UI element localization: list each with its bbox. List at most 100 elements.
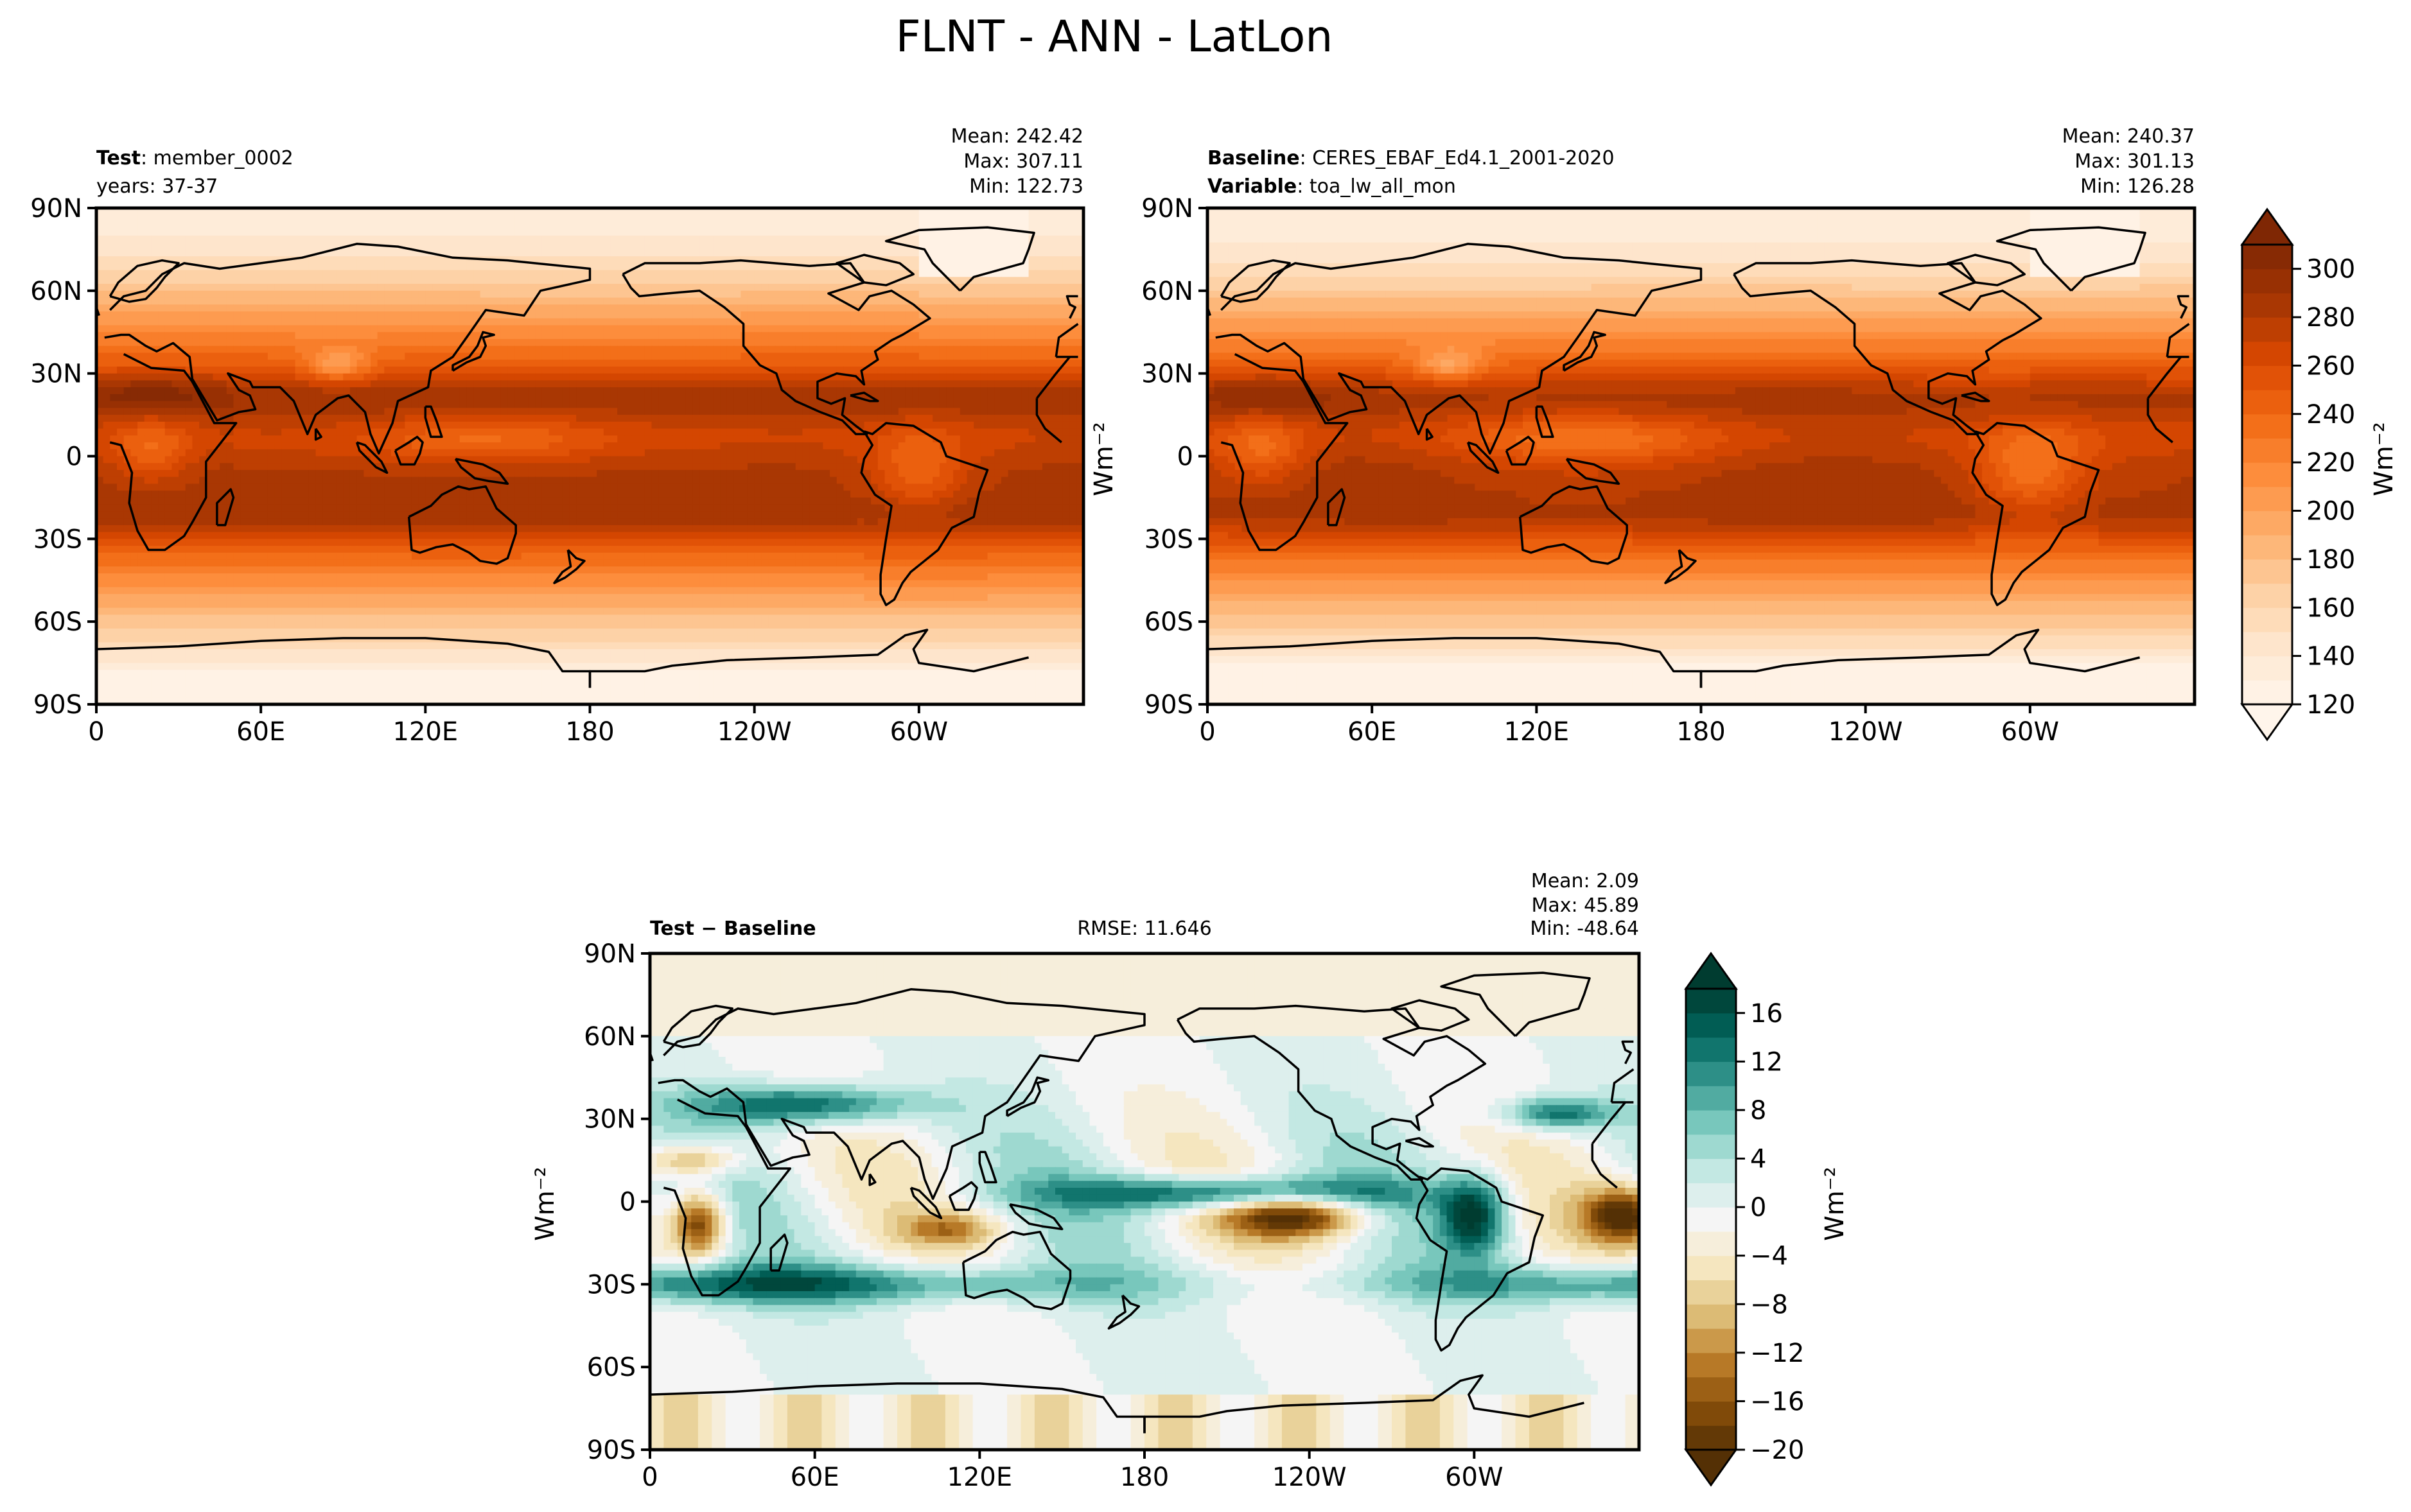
- baseline-subtitle-rest: : toa_lw_all_mon: [1297, 175, 1456, 198]
- baseline-stat-max: Max: 301.13: [2074, 150, 2195, 173]
- diff-map-coastlines: [650, 971, 1635, 1434]
- colorbar-tick-label: 200: [2306, 497, 2355, 526]
- coastline-greenland: [884, 226, 1035, 292]
- colorbar-extend-min: [2240, 703, 2294, 742]
- baseline-panel: Baseline: CERES_EBAF_Ed4.1_2001-2020 Var…: [1141, 125, 2196, 747]
- coastline-nz: [1107, 1294, 1141, 1330]
- test-map-ytick-label: 0: [66, 442, 82, 472]
- diff-map-xtick-label: 60E: [791, 1463, 839, 1492]
- coastline-eurasia: [104, 243, 592, 455]
- diff-stat-max: Max: 45.89: [1531, 894, 1639, 917]
- baseline-unit-label: Wm⁻²: [1089, 422, 1119, 496]
- colorbar-tick-label: 8: [1750, 1096, 1766, 1125]
- test-map-ytick-label: 90N: [30, 194, 82, 223]
- figure-title: FLNT - ANN - LatLon: [896, 12, 1333, 62]
- baseline-title-bold: Baseline: [1207, 147, 1300, 169]
- coastline-eurasia: [1215, 243, 1703, 455]
- colorbar-tick-label: 0: [1750, 1193, 1766, 1222]
- baseline-subtitle-bold: Variable: [1207, 175, 1297, 198]
- coastline-eurasia: [2166, 322, 2190, 358]
- diff-map: 0 60E 120E 180 120W 60W 90N 60N 30N 0 30S 60S 90S: [584, 939, 1641, 1492]
- coastline-srilanka: [314, 428, 322, 441]
- test-panel: Test: member_0002 years: 37-37 Mean: 242…: [30, 125, 1085, 747]
- test-map-xtick-label: 60E: [236, 717, 285, 747]
- coastline-africa: [109, 353, 238, 552]
- coastline-nz: [1664, 549, 1697, 584]
- colorbar-segment: [2242, 462, 2292, 487]
- baseline-subtitle: Variable: toa_lw_all_mon: [1207, 175, 1456, 198]
- colorbar-segment: [1686, 1134, 1736, 1160]
- diff-map-ytick-label: 90N: [584, 939, 636, 969]
- coastline-samerica: [1971, 422, 2100, 607]
- test-map-xtick-label: 120W: [717, 717, 792, 747]
- coastline-australia: [961, 1230, 1072, 1310]
- coastline-africa: [1036, 356, 1071, 399]
- coastline-newguinea: [1008, 1203, 1064, 1231]
- diff-map-ytick-label: 60S: [587, 1353, 636, 1382]
- coastline-namerica: [622, 259, 931, 435]
- coastline-philippines: [1535, 405, 1554, 439]
- colorbar-tick-label: −4: [1750, 1242, 1788, 1271]
- coastline-britain: [1621, 1040, 1634, 1064]
- baseline-map-xtick-label: 180: [1676, 717, 1725, 747]
- colorbar-tick-label: −12: [1750, 1339, 1804, 1368]
- main-colorbar-unit: Wm⁻²: [2369, 422, 2399, 496]
- colorbar-segment: [1686, 1061, 1736, 1086]
- baseline-map-field: [1207, 208, 2195, 704]
- colorbar-segment: [2242, 656, 2292, 681]
- coastline-africa: [2147, 356, 2182, 399]
- coastline-australia: [407, 485, 517, 565]
- coastline-eurasia: [1055, 322, 1079, 358]
- coastline-sumatra: [1466, 441, 1500, 474]
- colorbar-tick-label: 220: [2306, 448, 2355, 478]
- coastline-antarctica: [96, 637, 592, 688]
- coastline-antarctica: [1207, 637, 1703, 688]
- colorbar-segment: [2242, 486, 2292, 512]
- test-title-bold: Test: [96, 147, 141, 169]
- colorbar-segment: [1686, 1280, 1736, 1305]
- baseline-map-coastlines: [1207, 226, 2190, 688]
- colorbar-segment: [1686, 1231, 1736, 1256]
- diff-map-ytick-label: 60N: [584, 1022, 636, 1052]
- test-map-xtick-label: 0: [88, 717, 104, 747]
- test-map-ytick-label: 90S: [33, 690, 82, 720]
- coastline-africa: [663, 1099, 791, 1297]
- test-stat-mean: Mean: 242.42: [951, 125, 1083, 148]
- coastline-japan: [452, 331, 495, 372]
- colorbar-segment: [1686, 1086, 1736, 1111]
- coastline-greenland: [1995, 226, 2146, 292]
- baseline-map-ytick-label: 30S: [1144, 525, 1193, 554]
- coastline-japan: [1006, 1076, 1050, 1117]
- colorbar-segment: [1686, 1377, 1736, 1402]
- colorbar-segment: [1686, 1207, 1736, 1232]
- colorbar-segment: [1686, 1109, 1736, 1135]
- coastline-baffin: [1390, 999, 1470, 1032]
- diff-map-field: [650, 953, 1639, 1450]
- colorbar-segment: [2242, 631, 2292, 657]
- baseline-map-ytick-label: 30N: [1141, 360, 1193, 389]
- colorbar-tick-label: −16: [1750, 1387, 1804, 1416]
- coastline-eurasia: [1610, 1068, 1635, 1103]
- coastline-borneo: [394, 435, 424, 466]
- coastline-philippines: [424, 405, 443, 439]
- test-map-xtick-label: 60W: [890, 717, 948, 747]
- baseline-stat-min: Min: 126.28: [2080, 175, 2195, 198]
- coastline-madagascar: [1327, 488, 1346, 526]
- coastline-baffin: [836, 254, 915, 286]
- colorbar-tick-label: 160: [2306, 593, 2355, 623]
- colorbar-segment: [2242, 268, 2292, 293]
- baseline-map-ytick-label: 60S: [1144, 607, 1193, 637]
- colorbar-segment: [2242, 607, 2292, 632]
- diff-title-bold: Test − Baseline: [650, 917, 816, 940]
- diff-colorbar-unit: Wm⁻²: [1820, 1167, 1850, 1241]
- baseline-map-xtick-label: 60E: [1347, 717, 1396, 747]
- colorbar-segment: [2242, 510, 2292, 535]
- colorbar-segment: [1686, 1012, 1736, 1038]
- coastline-britain: [1065, 295, 1078, 319]
- baseline-map-ytick-label: 90S: [1144, 690, 1193, 720]
- diff-map-ytick-label: 0: [620, 1188, 636, 1217]
- colorbar-tick-label: −8: [1750, 1290, 1788, 1319]
- baseline-map: 0 60E 120E 180 120W 60W 90N 60N 30N 0 30S 60S 90S: [1141, 194, 2196, 747]
- test-map: 0 60E 120E 180 120W 60W 90N 60N 30N 0 30S 60S 90S: [30, 194, 1085, 747]
